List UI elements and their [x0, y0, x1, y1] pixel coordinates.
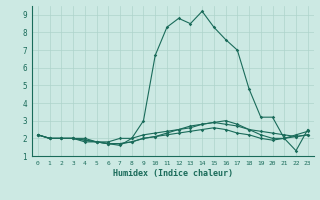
X-axis label: Humidex (Indice chaleur): Humidex (Indice chaleur) [113, 169, 233, 178]
